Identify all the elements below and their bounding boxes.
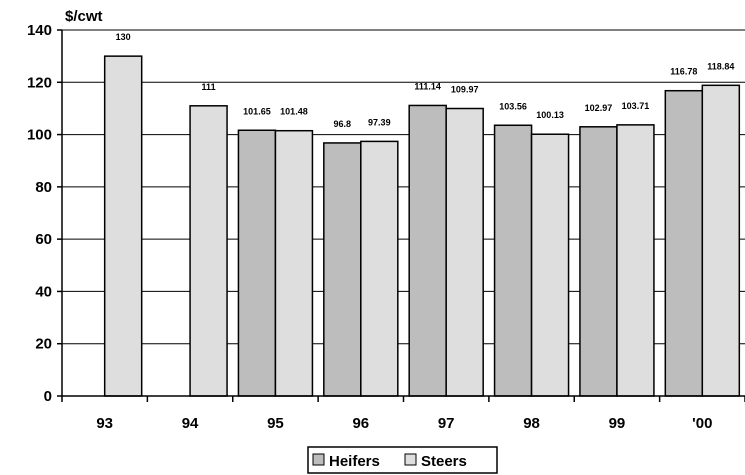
bar-heifers — [664, 89, 704, 397]
data-label: 109.97 — [451, 85, 479, 95]
x-tick-label: 93 — [96, 415, 113, 432]
bar-heifers — [237, 129, 277, 397]
y-tick-label: 100 — [27, 127, 52, 144]
bar-steers — [445, 107, 484, 397]
data-label: 101.65 — [243, 106, 271, 116]
data-label: 103.71 — [622, 101, 650, 111]
x-tick-label: 96 — [352, 415, 369, 432]
y-tick-label: 60 — [35, 231, 52, 248]
x-tick-label: 94 — [182, 415, 199, 432]
y-axis-label: $/cwt — [65, 8, 103, 25]
x-tick-label: 99 — [609, 415, 626, 432]
bar-heifers — [323, 142, 362, 397]
data-label: 96.8 — [334, 119, 352, 129]
legend: Heifers Steers — [307, 446, 498, 474]
y-tick-label: 80 — [35, 179, 52, 196]
bar-steers — [701, 84, 741, 397]
legend-swatch-heifers — [312, 453, 325, 466]
data-label: 116.78 — [670, 67, 697, 77]
data-label: 101.48 — [280, 107, 308, 117]
data-label: 102.97 — [585, 103, 613, 113]
bar-heifers — [579, 126, 618, 397]
x-tick-label: 98 — [523, 415, 540, 432]
bar-steers — [360, 140, 399, 397]
y-tick-label: 20 — [35, 336, 52, 353]
y-tick-label: 120 — [27, 74, 52, 91]
y-tick-label: 40 — [35, 283, 52, 300]
x-tick-label: 95 — [267, 415, 284, 432]
data-label: 111.14 — [414, 81, 441, 91]
bar-steers — [189, 105, 228, 397]
data-label: 118.84 — [707, 61, 734, 71]
bar-heifers — [493, 124, 533, 397]
data-label: 130 — [116, 32, 131, 42]
x-tick-labels: 93 94 95 96 97 98 99 '00 — [96, 415, 712, 432]
data-label: 100.13 — [536, 110, 564, 120]
data-label: 103.56 — [499, 101, 527, 111]
axes — [57, 29, 745, 402]
bar-heifers — [408, 104, 447, 397]
legend-box — [307, 446, 498, 474]
bar-steers — [103, 55, 143, 397]
x-tick-label: 97 — [438, 415, 455, 432]
bar-steers — [530, 133, 570, 397]
bar-steers — [616, 124, 655, 397]
x-tick-label: '00 — [692, 415, 712, 432]
data-labels: 130 111 101.65 101.48 96.8 97.39 111.14 109.97 1… — [116, 32, 735, 129]
data-label: 97.39 — [368, 117, 391, 127]
y-tick-label: 140 — [27, 22, 52, 39]
data-label: 111 — [202, 82, 216, 92]
bars — [103, 55, 741, 397]
y-tick-label: 0 — [44, 388, 52, 405]
legend-label-heifers: Heifers — [329, 453, 380, 470]
legend-label-steers: Steers — [421, 453, 467, 470]
legend-swatch-steers — [404, 453, 417, 466]
bar-steers — [274, 129, 314, 397]
